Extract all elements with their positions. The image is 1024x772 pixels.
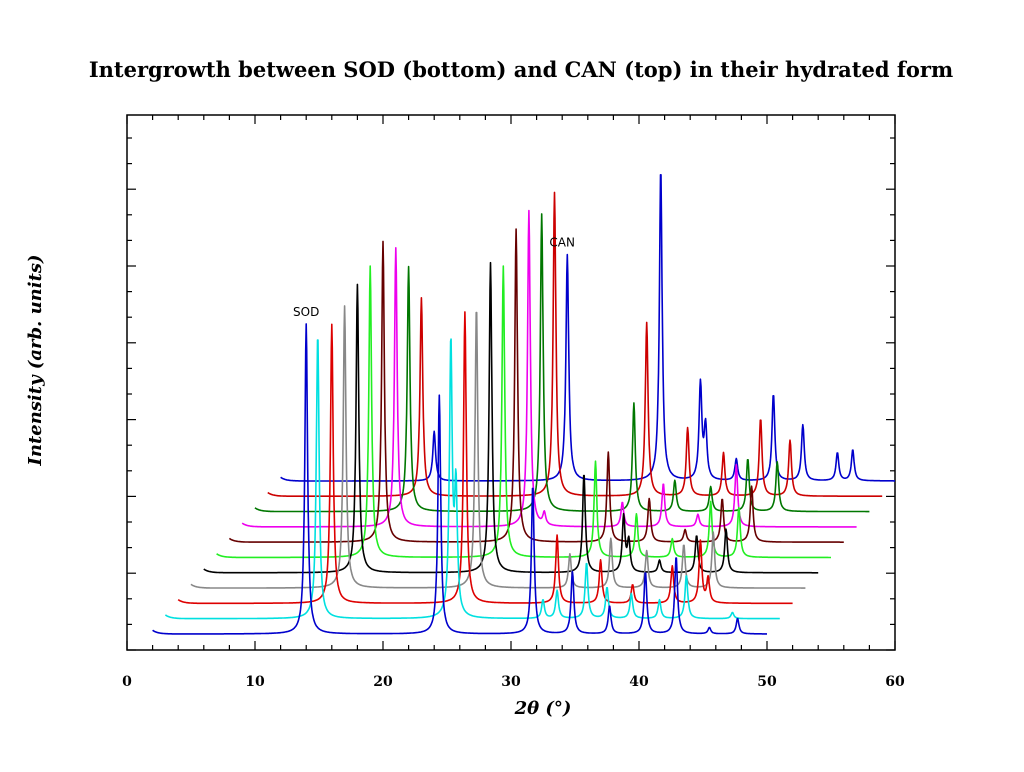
chart-title: Intergrowth between SOD (bottom) and CAN… (89, 57, 953, 82)
x-tick-label: 0 (122, 674, 132, 690)
plot-frame (126, 114, 896, 651)
series-layer (152, 174, 896, 635)
series-line-2 (164, 338, 781, 620)
series-line-1 (152, 323, 768, 635)
annotations: SOD CAN (293, 236, 575, 319)
y-axis-label: Intensity (arb. units) (25, 254, 46, 466)
series-line-3 (177, 311, 793, 605)
x-axis-label: 2θ (°) (514, 698, 572, 719)
x-tick-label: 30 (501, 674, 521, 690)
x-axis-ticks: 0 10 20 30 40 50 60 (122, 115, 905, 690)
y-tick-marks (127, 137, 895, 651)
x-tick-label: 40 (629, 674, 649, 690)
annotation-can: CAN (549, 236, 575, 250)
x-tick-label: 10 (245, 674, 265, 690)
x-tick-label: 60 (885, 674, 905, 690)
series-line-7 (228, 228, 845, 543)
annotation-sod: SOD (293, 305, 319, 319)
x-tick-label: 50 (757, 674, 777, 690)
x-tick-label: 20 (373, 674, 393, 690)
series-line-9 (254, 213, 870, 513)
